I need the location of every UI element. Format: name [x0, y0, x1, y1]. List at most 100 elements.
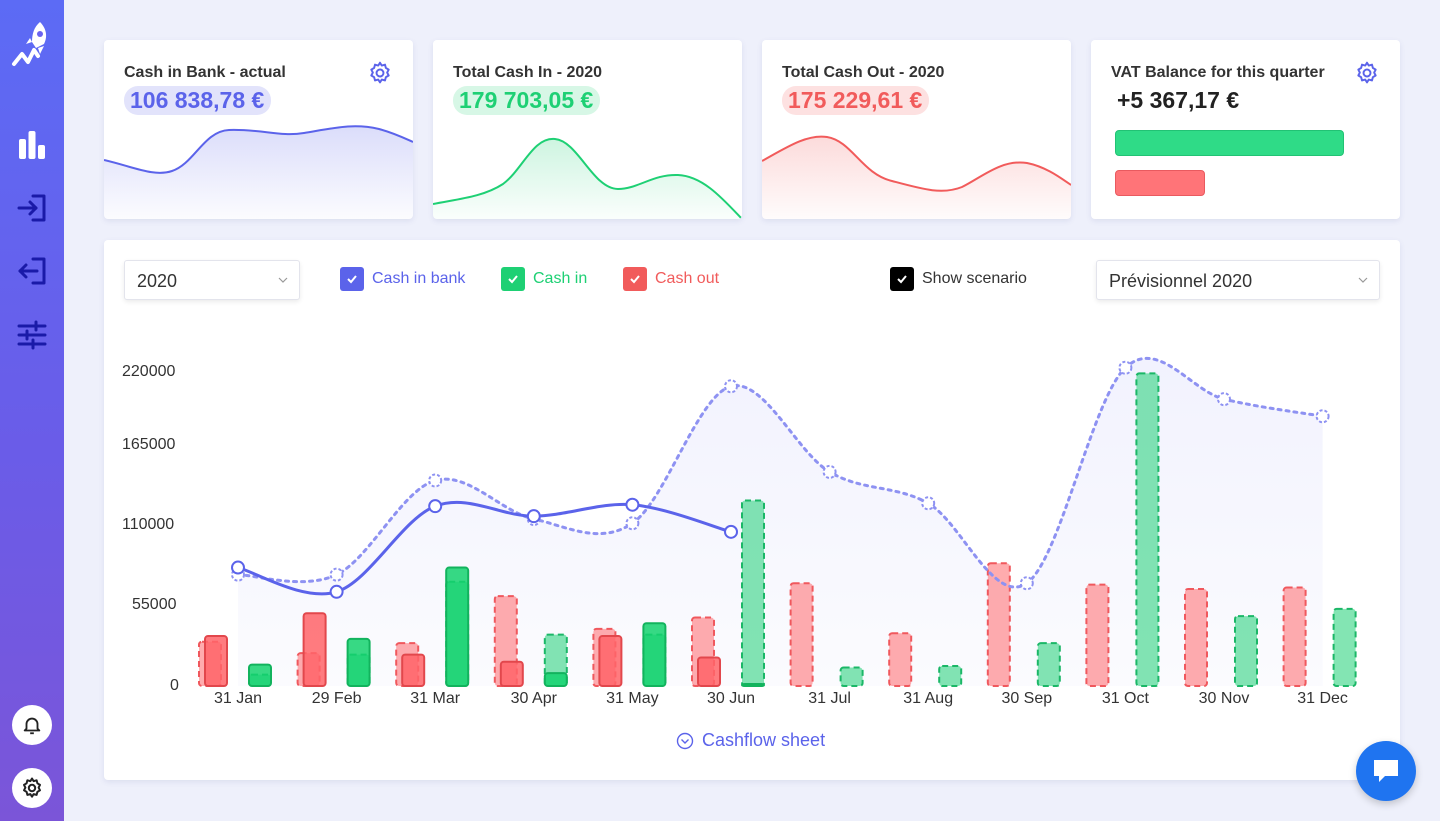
cashflow-sheet-link[interactable]: Cashflow sheet: [676, 730, 825, 751]
check-icon: [340, 267, 364, 291]
chevron-circle-down-icon: [676, 732, 694, 749]
y-tick-label: 0: [170, 677, 179, 694]
cash-out-scenario-bar: [888, 632, 913, 688]
cash-out-icon[interactable]: [14, 253, 50, 289]
x-tick-label: 31 Mar: [410, 690, 461, 707]
cash-in-scenario-bar: [1036, 642, 1061, 688]
scenario-point: [921, 496, 936, 511]
cash-out-sparkline: [762, 135, 1071, 219]
cash-out-bar: [302, 612, 327, 688]
kpi-title: Total Cash Out - 2020: [782, 64, 945, 81]
scenario-select[interactable]: Prévisionnel 2020: [1096, 260, 1380, 300]
chevron-down-icon: [278, 277, 288, 283]
kpi-title: Total Cash In - 2020: [453, 64, 603, 81]
checkbox-label: Cash out: [655, 270, 720, 287]
bell-icon[interactable]: [12, 705, 52, 745]
scenario-point: [1118, 360, 1133, 375]
cash-in-scenario-bar: [938, 665, 963, 688]
x-tick-label: 31 Dec: [1297, 690, 1348, 707]
checkbox-show-scenario[interactable]: Show scenario: [890, 267, 1027, 291]
y-tick-label: 165000: [122, 436, 176, 453]
checkbox-label: Cash in bank: [372, 270, 466, 287]
scenario-area: [238, 358, 1323, 686]
sliders-icon[interactable]: [14, 317, 50, 353]
rocket-logo[interactable]: [10, 18, 54, 74]
kpi-card-vat-balance: VAT Balance for this quarter +5 367,17 €: [1091, 40, 1400, 219]
scenario-point: [1019, 576, 1034, 591]
kpi-value: +5 367,17 €: [1117, 87, 1240, 113]
sidebar: [0, 0, 64, 821]
cash-in-bank-point: [329, 584, 344, 599]
cash-in-bar: [346, 637, 371, 688]
chat-button[interactable]: [1356, 741, 1416, 801]
cash-in-bar: [248, 663, 272, 687]
cash-out-scenario-bar: [1184, 587, 1208, 687]
x-tick-label: 30 Nov: [1198, 690, 1250, 707]
cash-in-bank-point: [625, 497, 640, 512]
x-tick-label: 30 Apr: [510, 690, 557, 707]
cash-in-bar: [445, 566, 470, 688]
cash-in-scenario-bar: [1135, 372, 1160, 687]
cash-in-bank-sparkline: [104, 125, 413, 219]
kpi-title: Cash in Bank - actual: [124, 64, 286, 81]
check-icon: [623, 267, 647, 291]
gear-icon[interactable]: [12, 768, 52, 808]
year-select[interactable]: 2020: [124, 260, 300, 300]
x-tick-label: 31 Jan: [213, 690, 263, 707]
kpi-value: 179 703,05 €: [453, 86, 601, 115]
chat-bubble-icon: [1374, 760, 1398, 782]
checkbox-cash-in[interactable]: Cash in: [501, 267, 587, 291]
scenario-select-value: Prévisionnel 2020: [1109, 271, 1253, 291]
x-tick-label: 31 Oct: [1101, 690, 1149, 707]
kpi-card-total-cash-in: Total Cash In - 2020 179 703,05 €: [433, 40, 742, 219]
cash-in-bank-point: [428, 499, 443, 514]
y-tick-label: 55000: [132, 596, 177, 613]
year-select-value: 2020: [137, 271, 178, 291]
checkbox-label: Show scenario: [922, 270, 1027, 287]
cash-in-scenario-bar: [741, 499, 765, 688]
y-tick-label: 110000: [122, 516, 175, 533]
checkbox-cash-out[interactable]: Cash out: [623, 267, 719, 291]
check-icon: [890, 267, 914, 291]
kpi-card-total-cash-out: Total Cash Out - 2020 175 229,61 €: [762, 40, 1071, 219]
cash-out-scenario-bar: [986, 562, 1011, 687]
cash-out-bar: [204, 635, 228, 688]
chevron-down-icon: [1358, 277, 1368, 283]
cashflow-sheet-label: Cashflow sheet: [702, 730, 826, 750]
kpi-value: 106 838,78 €: [124, 86, 272, 115]
scenario-point: [822, 464, 837, 479]
cash-in-bar: [642, 622, 667, 688]
vat-deductible-bar: [1115, 170, 1205, 196]
cash-out-bar: [598, 635, 623, 688]
cash-out-bar: [697, 656, 721, 687]
cash-in-bank-point: [526, 509, 541, 524]
scenario-point: [1217, 392, 1231, 407]
checkbox-cash-in-bank[interactable]: Cash in bank: [340, 267, 465, 291]
settings-gear-icon[interactable]: [1354, 60, 1380, 86]
kpi-card-cash-in-bank: Cash in Bank - actual 106 838,78 €: [104, 40, 413, 219]
cash-in-icon[interactable]: [14, 190, 50, 226]
cash-in-bar: [741, 683, 765, 687]
scenario-point: [329, 567, 344, 582]
checkbox-label: Cash in: [533, 270, 588, 287]
cash-in-bank-point: [724, 524, 738, 539]
vat-collected-bar: [1115, 130, 1344, 156]
x-tick-label: 31 May: [606, 690, 659, 707]
cash-in-sparkline: [433, 137, 742, 219]
check-icon: [501, 267, 525, 291]
cash-in-scenario-bar: [1332, 607, 1357, 687]
settings-gear-icon[interactable]: [367, 60, 393, 86]
kpi-value: 175 229,61 €: [782, 86, 930, 115]
cash-in-bar: [543, 672, 568, 687]
y-tick-label: 220000: [122, 363, 176, 380]
cash-in-scenario-bar: [1234, 615, 1258, 688]
cash-in-scenario-bar: [839, 666, 864, 687]
scenario-point: [724, 379, 738, 394]
bar-chart-icon[interactable]: [14, 126, 50, 162]
cash-out-bar: [401, 653, 426, 687]
cash-out-scenario-bar: [1085, 583, 1110, 687]
x-tick-label: 30 Jun: [706, 690, 756, 707]
cash-out-bar: [499, 660, 524, 688]
x-tick-label: 31 Aug: [903, 690, 954, 707]
